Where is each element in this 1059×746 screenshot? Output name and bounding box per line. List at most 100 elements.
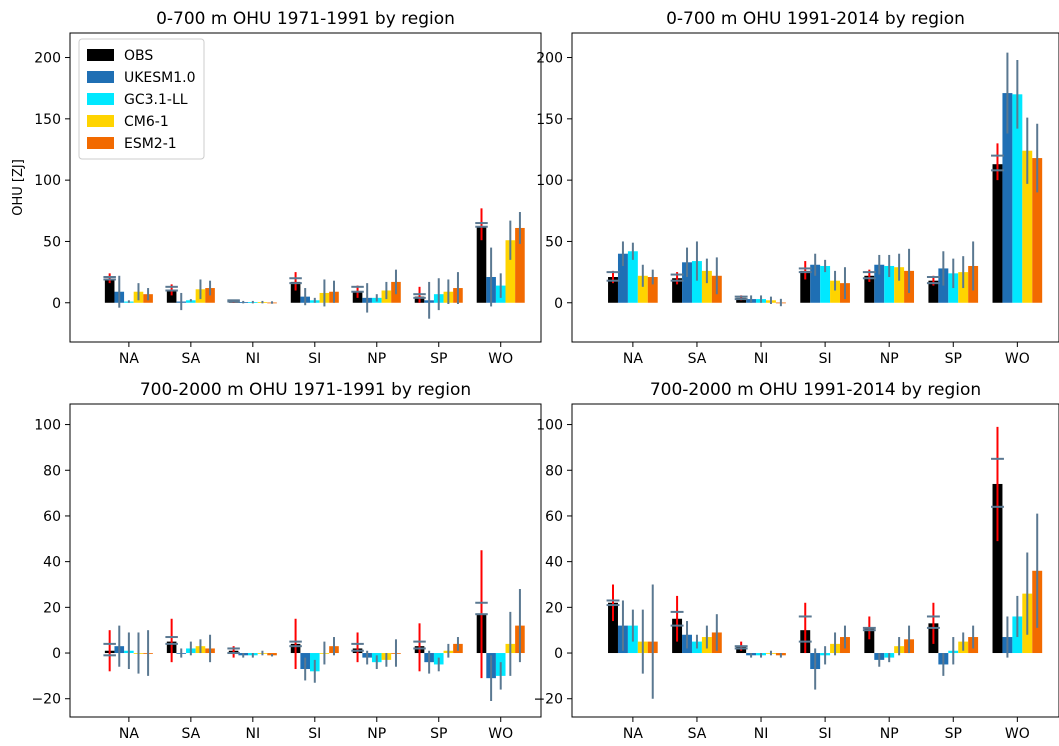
bar-obs-sp bbox=[928, 280, 939, 303]
x-tick-label: SP bbox=[945, 351, 962, 367]
y-tick-label: 0 bbox=[52, 646, 61, 662]
bar-cm61-wo bbox=[505, 240, 516, 303]
bar-gc31ll-si bbox=[820, 265, 831, 303]
x-tick-label: NP bbox=[367, 726, 386, 742]
chart-title: 0-700 m OHU 1991-2014 by region bbox=[666, 9, 965, 29]
legend-box bbox=[78, 38, 205, 160]
y-tick-label: 20 bbox=[545, 600, 563, 616]
y-tick-label: 100 bbox=[34, 418, 61, 434]
bar-ukesm10-np bbox=[874, 264, 885, 303]
plot-frame bbox=[69, 403, 542, 718]
legend: OBS UKESM1.0 GC3.1-LL CM6-1 ESM2-1 bbox=[78, 38, 205, 160]
y-tick-label: 20 bbox=[43, 600, 61, 616]
x-tick-label: SP bbox=[430, 726, 447, 742]
bar-cm61-wo bbox=[1022, 150, 1033, 303]
bar-obs-sa bbox=[166, 290, 177, 303]
x-tick-label: NA bbox=[623, 726, 643, 742]
x-tick-label: SI bbox=[308, 351, 321, 367]
legend-label-obs: OBS bbox=[124, 48, 153, 64]
x-tick-label: SI bbox=[819, 726, 832, 742]
y-tick-label: 100 bbox=[536, 173, 563, 189]
legend-label-ukesm10: UKESM1.0 bbox=[124, 70, 196, 86]
chart-title: 700-2000 m OHU 1971-1991 by region bbox=[140, 380, 471, 400]
bar-esm21-wo bbox=[1032, 158, 1043, 303]
y-tick-label: 150 bbox=[536, 112, 563, 128]
legend-swatch-cm61 bbox=[87, 115, 114, 127]
x-tick-label: WO bbox=[488, 351, 513, 367]
y-tick-label: 0 bbox=[52, 296, 61, 312]
y-tick-label: 100 bbox=[536, 418, 563, 434]
chart-panel-4: 700-2000 m OHU 1991-2014 by region −20 0 20… bbox=[533, 380, 1059, 742]
x-tick-label: NA bbox=[623, 351, 643, 367]
bar-cm61-sa bbox=[701, 270, 712, 303]
bar-obs-wo bbox=[476, 226, 487, 303]
chart-title: 700-2000 m OHU 1991-2014 by region bbox=[650, 380, 981, 400]
y-tick-label: 100 bbox=[34, 173, 61, 189]
x-tick-label: NP bbox=[880, 351, 899, 367]
x-tick-label: WO bbox=[488, 726, 513, 742]
y-tick-label: −20 bbox=[533, 692, 563, 708]
y-axis-label: OHU [ZJ] bbox=[11, 159, 26, 216]
bar-ukesm10-sa bbox=[682, 262, 692, 303]
bar-obs-np bbox=[864, 275, 875, 303]
bar-ukesm10-wo bbox=[1002, 93, 1013, 303]
bar-obs-wo bbox=[992, 164, 1003, 303]
bar-ukesm10-si bbox=[810, 264, 821, 303]
x-tick-label: NI bbox=[754, 351, 769, 367]
bar-cm61-si bbox=[830, 280, 841, 303]
x-tick-label: NP bbox=[880, 726, 899, 742]
y-tick-label: −20 bbox=[31, 692, 61, 708]
y-tick-label: 0 bbox=[554, 646, 563, 662]
x-tick-label: NI bbox=[754, 726, 769, 742]
y-tick-label: 0 bbox=[554, 296, 563, 312]
bar-esm21-wo bbox=[515, 227, 525, 303]
bar-obs-sa bbox=[672, 278, 683, 303]
x-tick-label: SA bbox=[181, 351, 200, 367]
x-tick-label: SI bbox=[308, 726, 321, 742]
x-tick-label: SP bbox=[945, 726, 962, 742]
bar-gc31ll-sa bbox=[691, 261, 702, 303]
plot-frame bbox=[69, 32, 542, 343]
chart-panel-3: 700-2000 m OHU 1971-1991 by region −20 0 20… bbox=[31, 380, 542, 742]
chart-title: 0-700 m OHU 1971-1991 by region bbox=[156, 9, 455, 29]
bar-gc31ll-np bbox=[884, 265, 895, 303]
bar-obs-si bbox=[290, 281, 301, 303]
x-tick-label: SA bbox=[688, 351, 707, 367]
bar-obs-na bbox=[608, 602, 618, 654]
x-tick-label: NI bbox=[246, 726, 261, 742]
legend-swatch-gc31ll bbox=[87, 93, 114, 105]
legend-swatch-esm21 bbox=[87, 137, 114, 149]
y-tick-label: 60 bbox=[545, 509, 563, 525]
bar-obs-na bbox=[104, 279, 115, 303]
x-tick-label: WO bbox=[1005, 726, 1030, 742]
x-tick-label: SI bbox=[819, 351, 832, 367]
bar-obs-na bbox=[608, 277, 618, 303]
x-tick-label: SP bbox=[430, 351, 447, 367]
bar-obs-si bbox=[800, 270, 811, 303]
y-tick-label: 40 bbox=[545, 555, 563, 571]
legend-label-gc31ll: GC3.1-LL bbox=[124, 92, 188, 108]
bar-obs-wo bbox=[992, 483, 1003, 654]
legend-label-cm61: CM6-1 bbox=[124, 114, 169, 130]
plot-frame bbox=[571, 32, 1059, 343]
legend-label-esm21: ESM2-1 bbox=[124, 136, 177, 152]
x-tick-label: NA bbox=[119, 726, 139, 742]
bar-obs-np bbox=[864, 627, 875, 654]
y-tick-label: 150 bbox=[34, 112, 61, 128]
x-tick-label: NI bbox=[246, 351, 261, 367]
y-tick-label: 40 bbox=[43, 555, 61, 571]
x-tick-label: SA bbox=[181, 726, 200, 742]
chart-panel-1: 0-700 m OHU 1971-1991 by region 0 50 100 150… bbox=[11, 9, 542, 367]
y-tick-label: 50 bbox=[43, 234, 61, 250]
chart-panel-2: 0-700 m OHU 1991-2014 by region 0 50 100 150… bbox=[536, 9, 1059, 367]
x-tick-label: NA bbox=[119, 351, 139, 367]
x-tick-label: NP bbox=[367, 351, 386, 367]
y-tick-label: 200 bbox=[536, 51, 563, 67]
bar-gc31ll-wo bbox=[1012, 94, 1023, 303]
bar-cm61-na bbox=[637, 275, 648, 303]
bar-gc31ll-na bbox=[627, 251, 638, 303]
legend-swatch-ukesm10 bbox=[87, 71, 114, 83]
plot-frame bbox=[571, 403, 1059, 718]
legend-swatch-obs bbox=[87, 49, 114, 61]
